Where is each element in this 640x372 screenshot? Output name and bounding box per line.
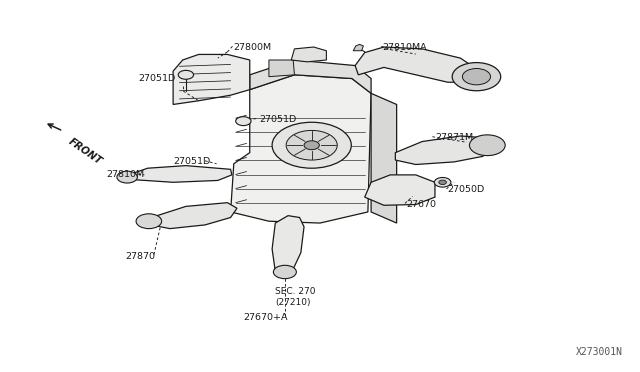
- Polygon shape: [269, 60, 294, 77]
- Polygon shape: [129, 166, 232, 182]
- Polygon shape: [365, 175, 435, 205]
- Text: 27670+A: 27670+A: [243, 313, 288, 322]
- Text: 27800M: 27800M: [234, 42, 272, 51]
- Circle shape: [273, 265, 296, 279]
- Text: (27210): (27210): [275, 298, 311, 307]
- Text: 27670: 27670: [406, 200, 436, 209]
- Text: 27051D: 27051D: [259, 115, 296, 124]
- Circle shape: [435, 177, 451, 187]
- Text: 27050D: 27050D: [448, 185, 485, 194]
- Circle shape: [304, 141, 319, 150]
- Circle shape: [236, 117, 251, 126]
- Circle shape: [117, 171, 138, 183]
- Polygon shape: [173, 54, 250, 105]
- Polygon shape: [272, 216, 304, 273]
- Circle shape: [463, 68, 490, 85]
- Polygon shape: [230, 75, 371, 223]
- Circle shape: [286, 131, 337, 160]
- Text: 27810MA: 27810MA: [383, 42, 428, 51]
- Circle shape: [178, 70, 193, 79]
- Text: 27051D: 27051D: [138, 74, 175, 83]
- Polygon shape: [250, 60, 371, 93]
- Polygon shape: [353, 44, 364, 51]
- Polygon shape: [396, 136, 492, 164]
- Text: 27810M: 27810M: [106, 170, 144, 179]
- Circle shape: [272, 122, 351, 168]
- Text: SEC. 270: SEC. 270: [275, 287, 316, 296]
- Circle shape: [439, 180, 447, 185]
- Text: 27871M: 27871M: [435, 133, 473, 142]
- Polygon shape: [151, 203, 237, 229]
- Text: 27870: 27870: [125, 252, 156, 261]
- Circle shape: [469, 135, 505, 155]
- Text: FRONT: FRONT: [67, 136, 104, 166]
- Circle shape: [452, 62, 500, 91]
- Text: X273001N: X273001N: [577, 347, 623, 357]
- Polygon shape: [355, 47, 479, 82]
- Text: 27051D: 27051D: [173, 157, 211, 166]
- Polygon shape: [371, 93, 397, 223]
- Polygon shape: [291, 47, 326, 62]
- Circle shape: [136, 214, 162, 229]
